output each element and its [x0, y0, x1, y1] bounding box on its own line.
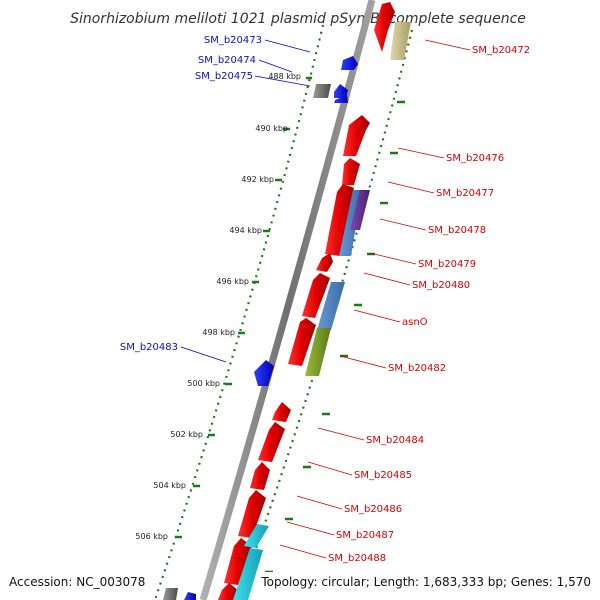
reverse-cds [334, 95, 348, 103]
cog-bar-cyan [244, 524, 269, 548]
inner-ruler-ticks [175, 76, 312, 539]
topology-backdrop [257, 572, 597, 592]
gc-skew-track-inner [153, 24, 325, 600]
cog-bar-cyan [233, 548, 263, 600]
ruler-label: 504 kbp [153, 481, 186, 490]
ruler-label: 506 kbp [135, 532, 168, 541]
grey-feature-track [163, 84, 331, 600]
ruler-label: 488 kbp [268, 72, 301, 81]
ruler-labels: 488 kbp 490 kbp 492 kbp 494 kbp 496 kbp … [135, 72, 301, 541]
gene-label: SM_b20483 [120, 342, 178, 353]
forward-cds [272, 402, 291, 422]
gene-label: SM_b20485 [354, 470, 412, 481]
forward-cds [250, 462, 270, 490]
reverse-cds [184, 592, 196, 600]
grey-feature [163, 588, 178, 600]
forward-cds [316, 253, 333, 272]
accession-backdrop [4, 572, 144, 592]
gene-label: SM_b20478 [428, 225, 486, 236]
forward-cds [218, 583, 238, 600]
cog-bar-purple [350, 190, 370, 230]
gc-skew-track-outer [236, 29, 414, 600]
forward-cds-track [218, 2, 395, 600]
gene-label: SM_b20488 [328, 553, 386, 564]
gene-label: SM_b20484 [366, 435, 424, 446]
ruler-label: 490 kbp [255, 124, 288, 133]
gene-label: SM_b20476 [446, 153, 504, 164]
forward-cds [224, 538, 252, 585]
reverse-cds-track [184, 56, 358, 600]
gene-label: SM_b20486 [344, 504, 402, 515]
map-title: Sinorhizobium meliloti 1021 plasmid pSym… [70, 11, 526, 27]
grey-feature [313, 84, 331, 98]
forward-leader-lines [279, 39, 471, 559]
cog-bar-olive [305, 328, 331, 376]
accession-text: Accession: NC_003078 [9, 575, 145, 589]
reverse-leader-lines [180, 39, 311, 363]
topology-text: Topology: circular; Length: 1,683,333 bp… [260, 575, 591, 589]
reverse-gene-labels: SM_b20473 SM_b20474 SM_b20475 SM_b20483 [120, 35, 262, 353]
forward-cds [288, 318, 316, 366]
gene-label: SM_b20474 [198, 55, 256, 66]
gene-label: SM_b20473 [204, 35, 262, 46]
outer-ruler-ticks [265, 100, 405, 574]
reverse-cds [341, 56, 358, 70]
ruler-label: 498 kbp [202, 328, 235, 337]
ruler-label: 500 kbp [187, 379, 220, 388]
cog-track [233, 22, 411, 600]
forward-cds [258, 422, 285, 462]
forward-cds [302, 273, 330, 318]
gene-label: SM_b20477 [436, 188, 494, 199]
gene-label: SM_b20479 [418, 259, 476, 270]
cog-bar-blue [317, 282, 345, 330]
backbone-arc [199, 0, 376, 600]
forward-cds [342, 158, 360, 185]
gene-label: SM_b20487 [336, 530, 394, 541]
forward-cds [374, 2, 395, 52]
forward-cds [238, 490, 266, 538]
ruler-label: 502 kbp [170, 430, 203, 439]
gene-label: SM_b20475 [195, 71, 253, 82]
forward-gene-labels: SM_b20472 SM_b20476 SM_b20477 SM_b20478 … [328, 45, 530, 564]
gene-label: SM_b20482 [388, 363, 446, 374]
gene-label: asnO [402, 317, 428, 328]
forward-cds [343, 115, 370, 156]
ruler-label: 496 kbp [216, 277, 249, 286]
reverse-cds [254, 360, 274, 386]
forward-cds [325, 184, 354, 256]
gene-label: SM_b20480 [412, 280, 470, 291]
reverse-cds [334, 84, 348, 98]
ruler-label: 492 kbp [241, 175, 274, 184]
cog-bar-tan [390, 22, 411, 60]
gene-label: SM_b20472 [472, 45, 530, 56]
ruler-label: 494 kbp [229, 226, 262, 235]
